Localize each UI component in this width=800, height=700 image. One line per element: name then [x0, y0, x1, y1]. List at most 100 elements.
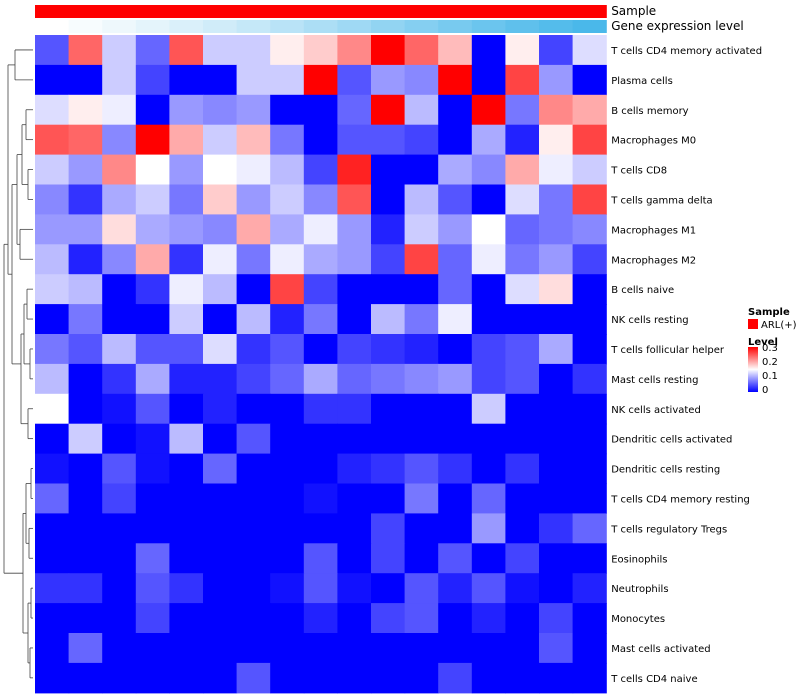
heatmap-cell	[505, 184, 540, 215]
heatmap-cell	[203, 363, 238, 395]
legend-level-tick: 0.3	[762, 343, 778, 354]
heatmap-cell	[438, 154, 473, 186]
annotation-cell	[404, 5, 439, 18]
heatmap-cell	[236, 633, 271, 664]
heatmap-cell	[539, 453, 574, 485]
heatmap-cell	[371, 483, 406, 514]
heatmap-cell	[68, 423, 103, 455]
heatmap-cell	[135, 603, 170, 634]
annotation-cell	[236, 5, 271, 18]
heatmap-cell	[203, 633, 238, 664]
heatmap-cell	[471, 244, 506, 275]
heatmap-cell	[505, 453, 540, 485]
heatmap-cell	[102, 64, 137, 96]
heatmap-cell	[203, 214, 238, 245]
row-label: T cells regulatory Tregs	[610, 524, 727, 535]
heatmap-cell	[572, 184, 607, 215]
heatmap-cell	[539, 363, 574, 395]
annotation-cell	[337, 20, 372, 33]
heatmap-cell	[135, 274, 170, 305]
heatmap-cell	[68, 363, 103, 395]
heatmap-cell	[471, 662, 506, 694]
heatmap-cell	[236, 603, 271, 634]
heatmap-cell	[539, 543, 574, 574]
heatmap-cell	[337, 184, 372, 215]
heatmap-cell	[371, 363, 406, 395]
heatmap-cell	[303, 154, 338, 186]
heatmap-cell	[203, 453, 238, 485]
heatmap-cell	[438, 94, 473, 126]
heatmap-cell	[203, 423, 238, 455]
heatmap-cell	[35, 334, 70, 365]
heatmap-cell	[68, 94, 103, 126]
heatmap-cell	[404, 274, 439, 305]
heatmap-cell	[169, 35, 204, 66]
heatmap-cell	[35, 274, 70, 305]
heatmap-cell	[35, 633, 70, 664]
annotation-cell	[539, 5, 574, 18]
heatmap-cell	[471, 603, 506, 634]
heatmap-cell	[270, 214, 305, 245]
heatmap-cell	[169, 603, 204, 634]
annotation-cell	[203, 20, 238, 33]
heatmap-cell	[404, 543, 439, 574]
heatmap-cell	[371, 393, 406, 425]
heatmap-cell	[337, 274, 372, 305]
heatmap-cell	[135, 35, 170, 66]
heatmap-cell	[270, 393, 305, 425]
heatmap-cell	[203, 543, 238, 574]
annotation-cell	[505, 20, 540, 33]
heatmap-cell	[102, 483, 137, 514]
heatmap-cell	[270, 483, 305, 514]
heatmap-cell	[102, 214, 137, 245]
heatmap-cell	[303, 513, 338, 544]
heatmap-cell	[572, 603, 607, 634]
heatmap-cell	[371, 304, 406, 335]
heatmap-cell	[505, 124, 540, 156]
heatmap-cell	[505, 573, 540, 604]
heatmap-cell	[102, 453, 137, 485]
heatmap-cell	[505, 64, 540, 96]
heatmap-cell	[471, 35, 506, 66]
heatmap-cell	[169, 513, 204, 544]
heatmap-cell	[236, 662, 271, 694]
heatmap-cell	[438, 35, 473, 66]
heatmap-cell	[404, 214, 439, 245]
heatmap-cell	[505, 35, 540, 66]
annotation-cell	[68, 5, 103, 18]
heatmap-cells	[35, 35, 607, 694]
heatmap-cell	[169, 453, 204, 485]
row-label: T cells CD4 memory activated	[610, 46, 762, 57]
heatmap-cell	[572, 633, 607, 664]
heatmap-cell	[68, 513, 103, 544]
heatmap-cell	[135, 94, 170, 126]
heatmap-cell	[102, 662, 137, 694]
heatmap-cell	[371, 543, 406, 574]
legend-level-tick: 0.1	[762, 371, 778, 382]
heatmap-cell	[35, 124, 70, 156]
heatmap-cell	[404, 124, 439, 156]
heatmap-cell	[471, 94, 506, 126]
heatmap-cell	[438, 393, 473, 425]
heatmap-cell	[371, 184, 406, 215]
heatmap-cell	[471, 483, 506, 514]
heatmap-cell	[505, 274, 540, 305]
heatmap-cell	[135, 334, 170, 365]
heatmap-cell	[303, 304, 338, 335]
heatmap-cell	[35, 423, 70, 455]
heatmap-cell	[35, 184, 70, 215]
heatmap-cell	[572, 334, 607, 365]
row-label: Macrophages M1	[611, 225, 696, 236]
heatmap-cell	[505, 393, 540, 425]
heatmap-cell	[438, 543, 473, 574]
heatmap-cell	[135, 363, 170, 395]
heatmap-cell	[572, 214, 607, 245]
heatmap-cell	[337, 214, 372, 245]
heatmap-cell	[270, 423, 305, 455]
heatmap-cell	[68, 124, 103, 156]
heatmap-cell	[236, 423, 271, 455]
heatmap-cell	[337, 483, 372, 514]
heatmap-cell	[337, 573, 372, 604]
heatmap-cell	[35, 662, 70, 694]
heatmap-cell	[102, 35, 137, 66]
